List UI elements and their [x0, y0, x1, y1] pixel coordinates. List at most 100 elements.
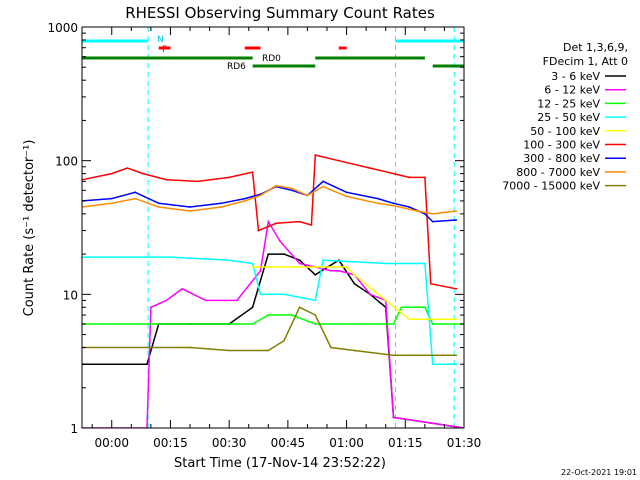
data-point-1-7 — [259, 269, 262, 272]
data-point-5-16 — [408, 176, 411, 179]
y-tick-label: 100 — [55, 155, 78, 169]
data-point-1-9 — [279, 240, 281, 243]
data-point-8-3 — [267, 349, 270, 352]
data-point-4-3 — [306, 266, 309, 268]
data-point-4-5 — [330, 266, 332, 268]
data-point-8-11 — [455, 354, 458, 357]
data-point-2-10 — [431, 323, 434, 325]
data-point-5-3 — [142, 172, 145, 175]
data-point-5-11 — [310, 224, 313, 226]
data-point-5-19 — [455, 287, 458, 290]
data-point-7-12 — [345, 195, 348, 198]
data-point-5-6 — [228, 176, 231, 179]
series-line-0 — [82, 253, 464, 428]
data-point-5-10 — [298, 220, 301, 223]
data-point-6-15 — [408, 206, 411, 208]
data-point-1-8 — [267, 220, 270, 223]
rd0-label: RD0 — [262, 54, 281, 64]
data-point-1-13 — [337, 269, 340, 272]
data-point-0-8 — [298, 259, 301, 262]
timestamp: 22-Oct-2021 19:01 — [561, 468, 637, 477]
data-point-7-8 — [275, 184, 277, 187]
data-point-5-1 — [110, 172, 113, 175]
data-point-5-17 — [424, 176, 426, 179]
data-point-6-11 — [322, 180, 324, 183]
data-point-7-14 — [392, 204, 395, 207]
data-point-8-10 — [431, 354, 434, 357]
data-point-4-10 — [439, 318, 442, 321]
data-point-3-9 — [408, 262, 411, 265]
y-tick-label: 1 — [70, 422, 78, 436]
legend-label: 12 - 25 keV — [537, 97, 600, 110]
data-point-5-7 — [251, 171, 254, 174]
series-line-5 — [82, 154, 457, 290]
data-point-5-14 — [369, 167, 371, 170]
data-point-4-1 — [275, 266, 277, 268]
data-point-8-6 — [314, 314, 317, 316]
y-tick-label: 1000 — [47, 21, 78, 35]
legend-label: 50 - 100 keV — [530, 125, 600, 138]
data-point-1-15 — [369, 293, 371, 296]
data-point-3-6 — [314, 299, 317, 302]
data-point-4-6 — [345, 266, 348, 268]
data-point-8-8 — [353, 349, 356, 352]
data-point-7-4 — [189, 210, 191, 212]
data-point-6-4 — [189, 206, 191, 208]
data-point-3-1 — [169, 256, 172, 258]
x-tick-label: 00:30 — [212, 436, 247, 450]
legend: Det 1,3,6,9, FDecim 1, Att 0 3 - 6 keV6 … — [502, 41, 628, 193]
data-point-6-18 — [455, 219, 458, 221]
legend-label: 800 - 7000 keV — [516, 166, 600, 179]
data-point-1-6 — [236, 299, 238, 302]
data-point-6-3 — [157, 202, 160, 205]
legend-label: 100 - 300 keV — [523, 139, 600, 152]
data-point-0-5 — [251, 306, 254, 309]
data-point-2-3 — [290, 314, 293, 316]
series-line-4 — [252, 266, 457, 321]
data-point-2-7 — [392, 323, 395, 325]
data-point-1-12 — [330, 269, 332, 272]
data-point-8-5 — [298, 306, 301, 309]
data-point-0-1 — [146, 363, 148, 366]
data-point-2-2 — [267, 314, 270, 316]
chart-title: RHESSI Observing Summary Count Rates — [125, 4, 435, 22]
data-point-2-5 — [330, 323, 332, 325]
legend-label: 7000 - 15000 keV — [502, 180, 600, 193]
data-point-2-8 — [400, 306, 403, 309]
x-tick-label: 00:00 — [94, 436, 129, 450]
data-point-4-11 — [455, 318, 458, 321]
series-line-7 — [82, 184, 457, 215]
data-point-6-14 — [392, 202, 395, 205]
data-point-3-10 — [424, 262, 426, 265]
data-point-1-4 — [181, 287, 184, 290]
data-point-8-4 — [283, 339, 285, 342]
data-point-7-2 — [134, 197, 137, 200]
data-point-4-4 — [314, 266, 317, 268]
axis-ticks: 00:00 00:15 00:30 00:45 01:00 01:15 01:30 1 10 10… — [47, 21, 481, 450]
data-point-7-11 — [322, 185, 324, 188]
data-point-0-9 — [314, 273, 317, 276]
data-point-4-7 — [353, 273, 356, 276]
data-point-7-13 — [377, 202, 379, 205]
data-point-3-2 — [228, 259, 231, 262]
data-point-3-8 — [384, 262, 387, 265]
data-point-1-5 — [204, 299, 207, 302]
data-point-7-10 — [306, 194, 309, 197]
y-tick-label: 10 — [63, 288, 78, 302]
data-point-0-6 — [267, 253, 270, 256]
data-point-0-11 — [353, 282, 356, 285]
data-point-4-8 — [408, 318, 411, 321]
data-point-1-17 — [392, 416, 395, 419]
data-point-7-5 — [220, 206, 223, 208]
data-point-6-9 — [290, 189, 293, 192]
data-point-5-5 — [197, 180, 199, 183]
data-point-7-7 — [259, 194, 262, 197]
data-point-5-2 — [126, 167, 129, 170]
data-point-6-2 — [134, 191, 137, 194]
x-tick-label: 01:30 — [447, 436, 482, 450]
data-point-6-13 — [377, 197, 379, 200]
data-point-2-6 — [353, 323, 356, 325]
series-layer — [82, 154, 464, 428]
legend-label: 300 - 800 keV — [523, 152, 600, 165]
